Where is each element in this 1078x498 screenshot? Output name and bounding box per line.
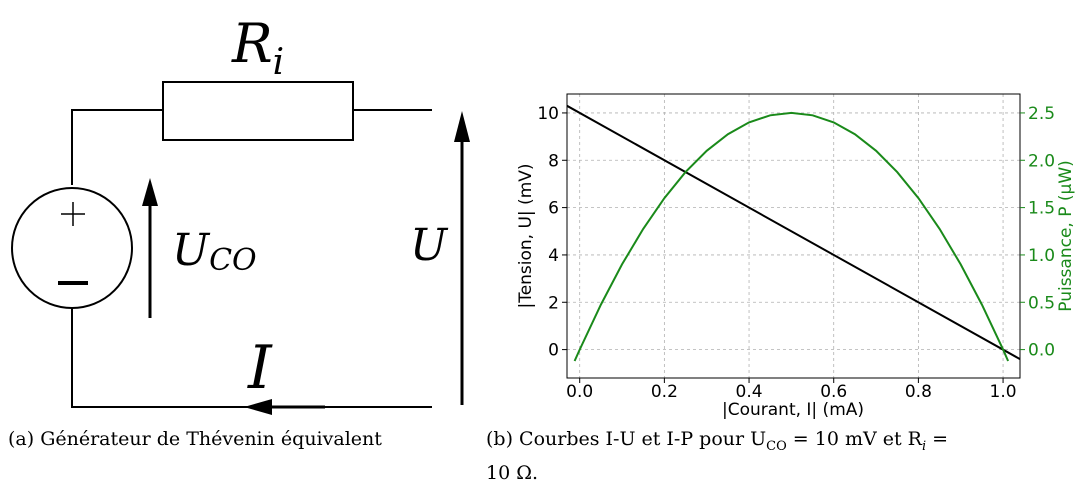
y-right-tick-label: 1.5 <box>1028 199 1055 219</box>
x-axis-label: |Courant, I| (mA) <box>722 400 864 420</box>
y-tick-label: 6 <box>548 199 559 219</box>
current-label: I <box>247 333 273 403</box>
resistor-label: Ri <box>231 12 284 83</box>
x-tick-label: 0.2 <box>651 382 678 402</box>
y-right-tick-label: 2.5 <box>1028 104 1055 124</box>
voltage-source <box>11 187 133 309</box>
caption-b: (b) Courbes I-U et I-P pour UCO = 10 mV … <box>486 426 1072 486</box>
caption-b-sub-co: CO <box>766 438 787 454</box>
source-voltage-label: UCO <box>172 225 257 278</box>
u-arrow-head <box>454 111 470 142</box>
voltage-line <box>567 104 1020 360</box>
caption-b-line1-mid: = 10 mV et R <box>786 428 922 450</box>
caption-b-line2: 10 Ω. <box>486 461 539 484</box>
chart-grid <box>567 94 1020 378</box>
y-right-tick-label: 0.5 <box>1028 293 1055 313</box>
y-tick-label: 10 <box>537 104 559 124</box>
top-wire <box>71 109 163 185</box>
plot-frame <box>566 93 1021 379</box>
i-arrow-head <box>244 399 272 415</box>
y-tick-label: 2 <box>548 293 559 313</box>
caption-b-sub-i: i <box>921 438 927 454</box>
power-curve <box>573 111 1010 362</box>
output-voltage-label: U <box>410 220 449 271</box>
x-tick-label: 0.6 <box>820 382 847 402</box>
y-right-tick-label: 0.0 <box>1028 341 1055 361</box>
caption-a: (a) Générateur de Thévenin équivalent <box>8 428 382 450</box>
x-tick-label: 0.8 <box>905 382 932 402</box>
x-tick-label: 1.0 <box>990 382 1017 402</box>
y-right-tick-label: 1.0 <box>1028 246 1055 266</box>
thevenin-circuit <box>11 81 470 415</box>
uco-arrow-head <box>142 178 158 206</box>
x-tick-label: 0.4 <box>736 382 763 402</box>
y-tick-label: 4 <box>548 246 559 266</box>
resistor <box>162 81 354 141</box>
y-tick-label: 0 <box>548 341 559 361</box>
chart-series <box>567 104 1020 362</box>
y-tick-label: 8 <box>548 151 559 171</box>
caption-b-line1-pre: (b) Courbes I-U et I-P pour U <box>486 428 767 450</box>
chart-ticks: 0.0 0.2 0.4 0.6 0.8 1.0 0 2 4 6 8 10 0.0 0.5 1.0 1.5 2.0… <box>537 104 1055 402</box>
caption-b-line1-post: = <box>926 428 949 450</box>
y-axis-label-left: |Tension, U| (mV) <box>516 163 536 308</box>
y-right-tick-label: 2.0 <box>1028 151 1055 171</box>
x-tick-label: 0.0 <box>566 382 593 402</box>
iu-ip-chart: 0.0 0.2 0.4 0.6 0.8 1.0 0 2 4 6 8 10 0.0 0.5 1.0 1.5 2.0… <box>516 93 1076 420</box>
y-axis-label-right: Puissance, P (μW) <box>1056 160 1076 312</box>
